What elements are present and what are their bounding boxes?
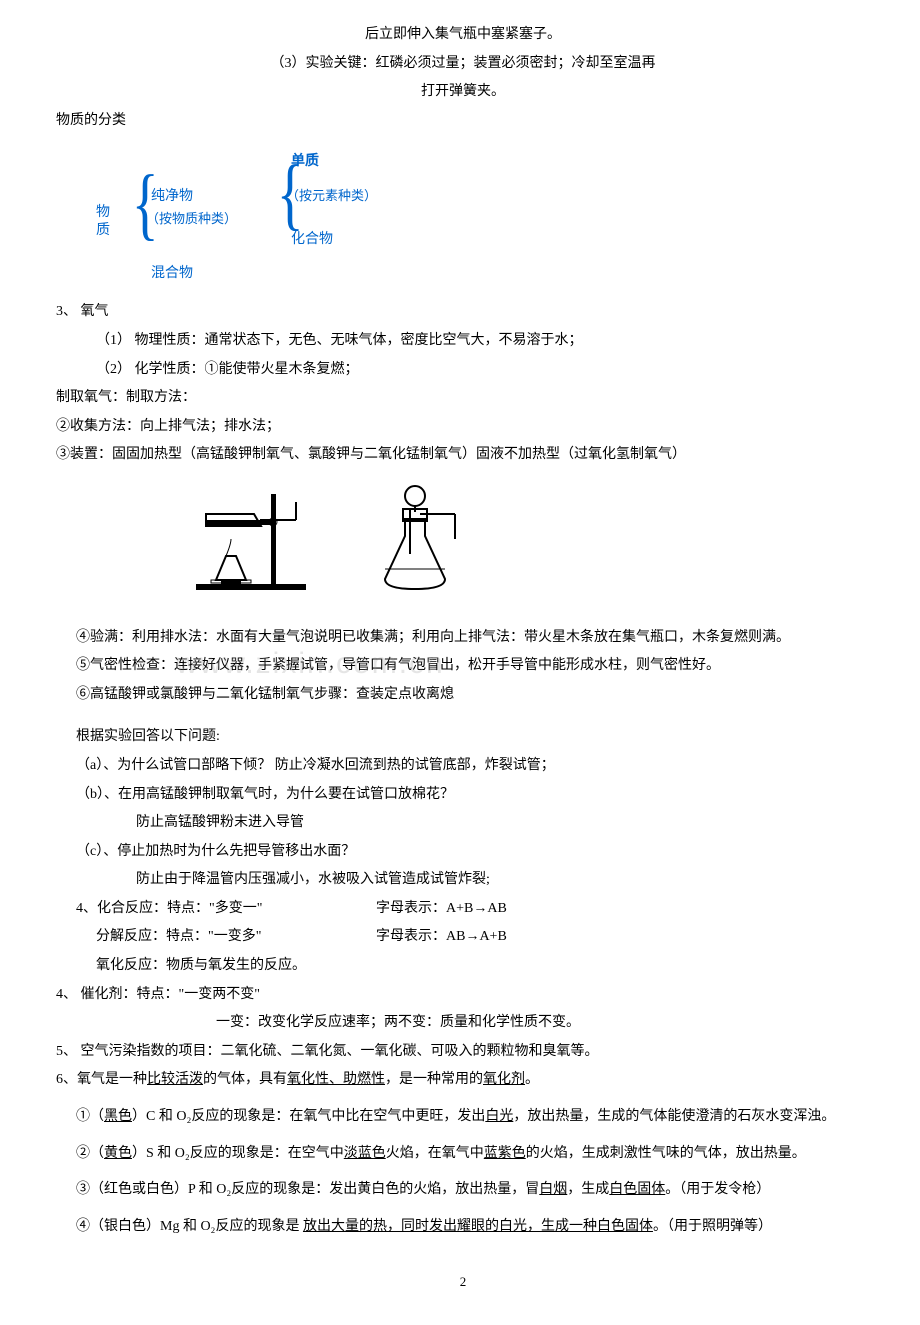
qa-a: （a）、为什么试管口部略下倾？ 防止冷凝水回流到热的试管底部，炸裂试管； — [76, 753, 870, 780]
oxygen-heading: 3、 氧气 — [56, 299, 870, 326]
p6-u1: 比较活泼 — [147, 1072, 203, 1087]
item-4: ④（银白色）Mg 和 O₂反应的现象是 放出大量的热，同时发出耀眼的白光，生成一… — [76, 1214, 870, 1241]
lvl2-note: （按物质种类） — [146, 207, 237, 232]
top-line-1: 后立即伸入集气瓶中塞紧塞子。 — [56, 22, 870, 49]
section-title: 物质的分类 — [56, 108, 870, 135]
top-line-2: （3）实验关键：红磷必须过量；装置必须密封；冷却至室温再 — [56, 51, 870, 78]
page: 后立即伸入集气瓶中塞紧塞子。 （3）实验关键：红磷必须过量；装置必须密封；冷却至… — [0, 0, 920, 1325]
i2-u2: 淡蓝色 — [344, 1146, 386, 1161]
oxygen-p1: （1） 物理性质：通常状态下，无色、无味气体，密度比空气大，不易溶于水； — [96, 328, 870, 355]
oxygen-p2: （2） 化学性质：①能使带火星木条复燃； — [96, 357, 870, 384]
i4-b: 。（用于照明弹等） — [653, 1219, 772, 1234]
root-char1: 物 — [96, 205, 110, 220]
lvl3-simple: 单质 — [291, 149, 319, 176]
i1-a: ①（ — [76, 1109, 104, 1124]
lvl2-mix: 混合物 — [151, 261, 193, 288]
i1-c: ，放出热量，生成的气体能使澄清的石灰水变浑浊。 — [513, 1109, 835, 1124]
point-6: 6、氧气是一种比较活泼的气体，具有氧化性、助燃性，是一种常用的氧化剂。 — [56, 1067, 870, 1094]
reaction-oxidation: 氧化反应：物质与氧发生的反应。 — [96, 953, 870, 980]
qa-b: （b）、在用高锰酸钾制取氧气时，为什么要在试管口放棉花？ — [76, 782, 870, 809]
oxygen-p3: 制取氧气：制取方法： — [56, 385, 870, 412]
i3-u1: 白烟 — [539, 1182, 567, 1197]
p6-mid1: 的气体，具有 — [203, 1072, 287, 1087]
p6-pre: 6、氧气是一种 — [56, 1072, 147, 1087]
apparatus-flask — [360, 484, 470, 604]
i2-d: 的火焰，生成刺激性气味的气体，放出热量。 — [526, 1146, 806, 1161]
i2-u3: 蓝紫色 — [484, 1146, 526, 1161]
p6-mid2: ，是一种常用的 — [385, 1072, 483, 1087]
top-line-3: 打开弹簧夹。 — [56, 79, 870, 106]
i3-u2: 白色固体 — [609, 1182, 665, 1197]
rx-decomp-left: 分解反应：特点："一变多" — [96, 924, 376, 951]
root-char2: 质 — [96, 223, 110, 238]
i4-a: ④（银白色）Mg 和 O₂反应的现象是 — [76, 1219, 303, 1234]
i1-u2: 白光 — [485, 1109, 513, 1124]
catalyst-detail: 一变：改变化学反应速率；两不变：质量和化学性质不变。 — [216, 1010, 870, 1037]
i4-u1: 放出大量的热，同时发出耀眼的白光，生成一种白色固体 — [303, 1219, 653, 1234]
spacer — [56, 710, 870, 722]
catalyst-heading: 4、 催化剂：特点："一变两不变" — [56, 982, 870, 1009]
p6-u2: 氧化性、助燃性 — [287, 1072, 385, 1087]
rx-combine-right: 字母表示：A+B→AB — [376, 896, 507, 923]
apparatus-figures — [176, 484, 870, 615]
after-app-3: ⑥高锰酸钾或氯酸钾与二氧化锰制氧气步骤：查装定点收离熄 — [76, 682, 870, 709]
i3-c: 。（用于发令枪） — [665, 1182, 770, 1197]
qa-c2: 防止由于降温管内压强减小，水被吸入试管造成试管炸裂; — [136, 867, 870, 894]
oxygen-p4: ②收集方法：向上排气法；排水法； — [56, 414, 870, 441]
qa-c: （c）、停止加热时为什么先把导管移出水面？ — [76, 839, 870, 866]
rx-combine-left: 4、化合反应：特点："多变一" — [76, 896, 376, 923]
lvl3-compound: 化合物 — [291, 227, 333, 254]
oxygen-p5: ③装置：固固加热型（高锰酸钾制氧气、氯酸钾与二氧化锰制氧气）固液不加热型（过氧化… — [56, 442, 870, 469]
watermark-area: www.zixin.com.cn ④验满：利用排水法：水面有大量气泡说明已收集满… — [56, 625, 870, 709]
reaction-decompose: 分解反应：特点："一变多" 字母表示：AB→A+B — [96, 924, 870, 951]
i1-u1: 黑色 — [104, 1109, 132, 1124]
qa-heading: 根据实验回答以下问题: — [76, 724, 870, 751]
qa-b2: 防止高锰酸钾粉末进入导管 — [136, 810, 870, 837]
classification-tree: 物 质 { 纯净物 （按物质种类） 混合物 { 单质 （按元素种类） 化合物 — [96, 149, 870, 279]
p6-end: 。 — [525, 1072, 539, 1087]
i2-b: ）S 和 O₂反应的现象是：在空气中 — [132, 1146, 344, 1161]
tree-root: 物 质 — [96, 204, 126, 240]
item-2: ②（黄色）S 和 O₂反应的现象是：在空气中淡蓝色火焰，在氧气中蓝紫色的火焰，生… — [76, 1141, 870, 1168]
i2-a: ②（ — [76, 1146, 104, 1161]
rx-decomp-right: 字母表示：AB→A+B — [376, 924, 507, 951]
after-app-1: ④验满：利用排水法：水面有大量气泡说明已收集满；利用向上排气法：带火星木条放在集… — [76, 625, 870, 652]
p6-u3: 氧化剂 — [483, 1072, 525, 1087]
item-1: ①（黑色）C 和 O₂反应的现象是：在氧气中比在空气中更旺，发出白光，放出热量，… — [76, 1104, 870, 1131]
page-number: 2 — [56, 1270, 870, 1295]
point-5: 5、 空气污染指数的项目：二氧化硫、二氧化氮、一氧化碳、可吸入的颗粒物和臭氧等。 — [56, 1039, 870, 1066]
i2-c: 火焰，在氧气中 — [386, 1146, 484, 1161]
i3-a: ③（红色或白色）P 和 O₂反应的现象是：发出黄白色的火焰，放出热量，冒 — [76, 1182, 539, 1197]
i2-u1: 黄色 — [104, 1146, 132, 1161]
i1-b: ）C 和 O₂反应的现象是：在氧气中比在空气中更旺，发出 — [132, 1109, 485, 1124]
i3-b: ，生成 — [567, 1182, 609, 1197]
reaction-combine: 4、化合反应：特点："多变一" 字母表示：A+B→AB — [76, 896, 870, 923]
apparatus-heating — [176, 484, 326, 604]
item-3: ③（红色或白色）P 和 O₂反应的现象是：发出黄白色的火焰，放出热量，冒白烟，生… — [76, 1177, 870, 1204]
lvl3-note: （按元素种类） — [286, 184, 377, 209]
after-app-2: ⑤气密性检查：连接好仪器，手紧握试管，导管口有气泡冒出，松开手导管中能形成水柱，… — [76, 653, 870, 680]
